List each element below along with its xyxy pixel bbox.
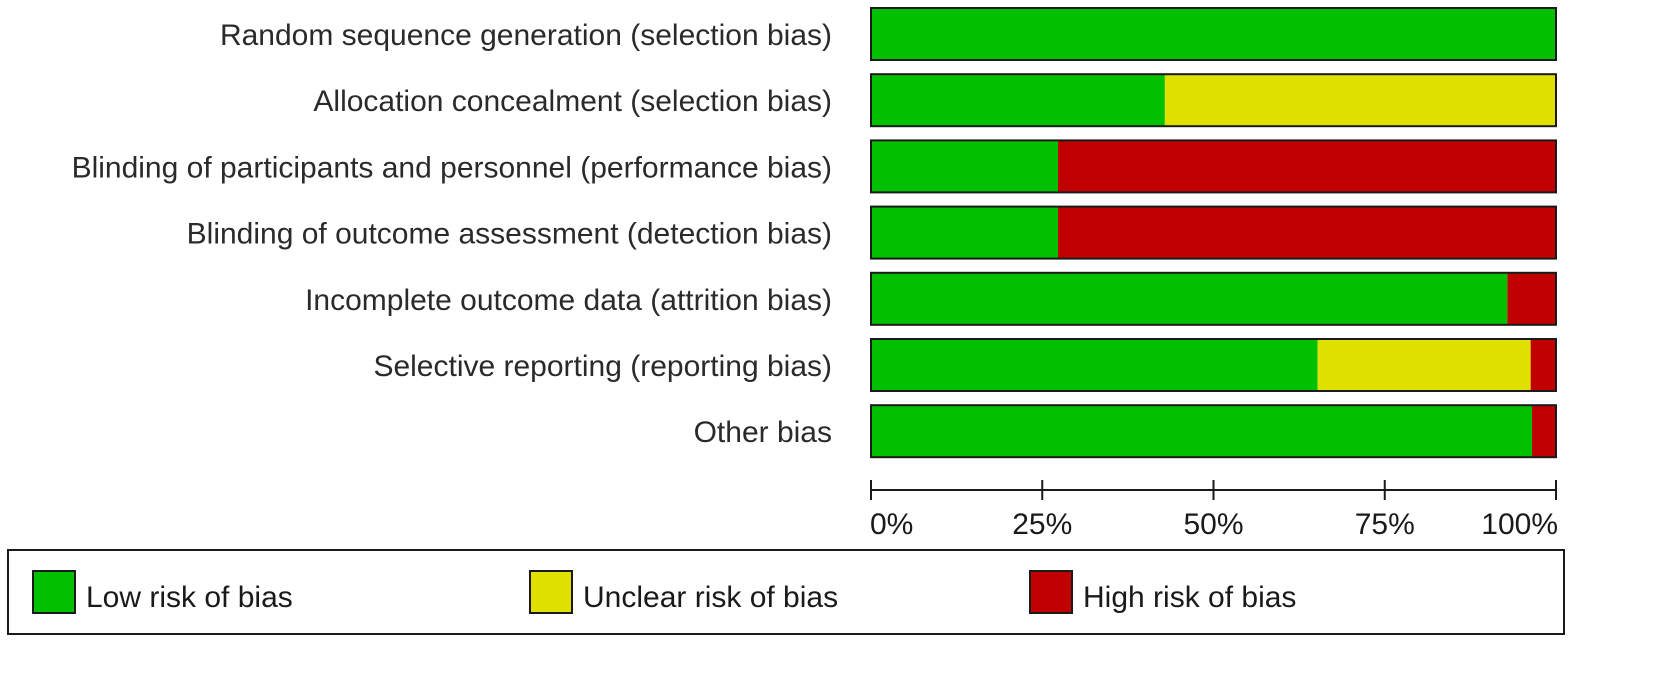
category-label-2: Allocation concealment (selection bias) <box>313 85 832 118</box>
x-tick-label-3: 50% <box>1183 508 1243 541</box>
category-label-5: Incomplete outcome data (attrition bias) <box>305 284 832 317</box>
bar-outline-7 <box>870 404 1557 459</box>
x-tick-label-1: 0% <box>870 508 913 541</box>
bar-segment-low-risk-of-bias-5 <box>871 272 1508 325</box>
legend-swatch-low-risk-of-bias <box>32 570 76 614</box>
bar-segment-low-risk-of-bias-1 <box>871 8 1556 60</box>
bar-segment-low-risk-of-bias-4 <box>871 206 1059 259</box>
legend-label-high-risk-of-bias: High risk of bias <box>1083 581 1296 614</box>
x-tick-label-2: 25% <box>1012 508 1072 541</box>
legend-swatch-unclear-risk-of-bias <box>529 570 573 614</box>
bar-segment-high-risk-of-bias-7 <box>1532 405 1556 458</box>
bar-outline-6 <box>870 338 1557 392</box>
legend: Low risk of bias Unclear risk of bias High… <box>7 549 1565 635</box>
bar-outline-4 <box>870 205 1557 260</box>
legend-label-unclear-risk-of-bias: Unclear risk of bias <box>583 581 838 614</box>
x-tick-label-4: 75% <box>1355 508 1415 541</box>
bar-segment-high-risk-of-bias-5 <box>1507 272 1556 325</box>
bar-outline-1 <box>870 7 1557 61</box>
bar-segment-low-risk-of-bias-7 <box>871 405 1533 458</box>
stacked-bars <box>870 7 1557 459</box>
bar-segment-high-risk-of-bias-3 <box>1058 140 1556 193</box>
category-label-3: Blinding of participants and personnel (… <box>72 151 832 184</box>
bar-segment-high-risk-of-bias-6 <box>1530 339 1556 391</box>
bar-segment-unclear-risk-of-bias-6 <box>1317 339 1531 391</box>
category-label-7: Other bias <box>694 416 832 449</box>
legend-box <box>7 549 1565 635</box>
x-tick-label-5: 100% <box>1481 508 1558 541</box>
legend-label-low-risk-of-bias: Low risk of bias <box>86 581 293 614</box>
category-label-4: Blinding of outcome assessment (detectio… <box>187 218 832 251</box>
bar-segment-low-risk-of-bias-3 <box>871 140 1059 193</box>
bar-segment-low-risk-of-bias-2 <box>871 74 1165 127</box>
x-axis: 0% 25% 50% 75% 100% <box>870 480 1558 541</box>
bar-outline-2 <box>870 73 1557 128</box>
bar-segment-low-risk-of-bias-6 <box>871 339 1318 391</box>
category-label-6: Selective reporting (reporting bias) <box>373 350 832 383</box>
legend-swatch-high-risk-of-bias <box>1029 570 1073 614</box>
bar-outline-3 <box>870 139 1557 194</box>
category-label-1: Random sequence generation (selection bi… <box>220 19 832 52</box>
bar-segment-high-risk-of-bias-4 <box>1058 206 1556 259</box>
bar-segment-unclear-risk-of-bias-2 <box>1164 74 1556 127</box>
category-labels: Random sequence generation (selection bi… <box>72 19 832 449</box>
bar-outline-5 <box>870 271 1557 326</box>
